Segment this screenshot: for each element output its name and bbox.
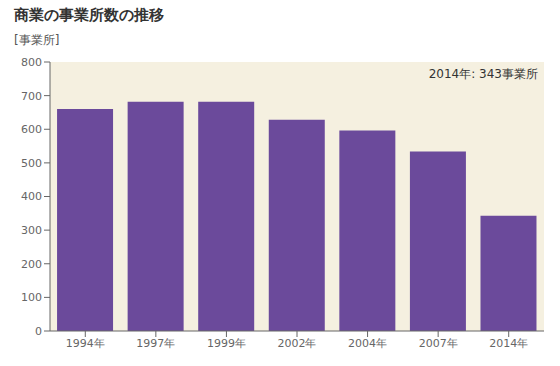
svg-text:2014年: 2014年 — [489, 337, 528, 350]
svg-text:2002年: 2002年 — [278, 337, 317, 350]
svg-text:1997年: 1997年 — [136, 337, 175, 350]
html-text:[事業所]: [事業所] — [14, 33, 60, 47]
svg-text:1994年: 1994年 — [66, 337, 105, 350]
svg-text:1999年: 1999年 — [207, 337, 246, 350]
svg-text:2004年: 2004年 — [348, 337, 387, 350]
html-text:2014年: 343事業所: 2014年: 343事業所 — [428, 67, 538, 81]
svg-text:600: 600 — [21, 123, 42, 136]
svg-text:100: 100 — [21, 291, 42, 304]
svg-text:700: 700 — [21, 90, 42, 103]
html-text:商業の事業所数の推移: 商業の事業所数の推移 — [14, 6, 164, 24]
svg-text:0: 0 — [35, 325, 42, 338]
svg-text:300: 300 — [21, 224, 42, 237]
svg-text:400: 400 — [21, 190, 42, 203]
svg-text:800: 800 — [21, 56, 42, 69]
svg-text:500: 500 — [21, 157, 42, 170]
svg-text:2007年: 2007年 — [419, 337, 458, 350]
svg-text:200: 200 — [21, 258, 42, 271]
